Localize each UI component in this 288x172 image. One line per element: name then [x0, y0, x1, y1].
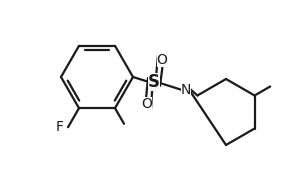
Text: N: N: [181, 83, 191, 97]
Text: O: O: [157, 53, 167, 67]
Text: O: O: [142, 97, 152, 111]
Text: F: F: [56, 120, 64, 134]
Text: S: S: [148, 73, 160, 91]
